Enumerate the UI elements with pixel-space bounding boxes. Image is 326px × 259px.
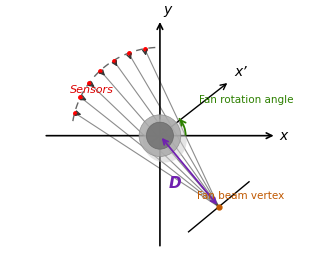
Circle shape [139,115,181,156]
Text: x’: x’ [234,65,247,79]
Text: x: x [279,129,287,143]
Circle shape [146,122,173,149]
Text: Fan rotation angle: Fan rotation angle [199,95,294,105]
Text: D: D [168,176,181,191]
Text: y: y [164,3,172,17]
Text: Fan beam vertex: Fan beam vertex [197,191,284,202]
Circle shape [143,119,187,162]
Text: Sensors: Sensors [70,85,114,95]
